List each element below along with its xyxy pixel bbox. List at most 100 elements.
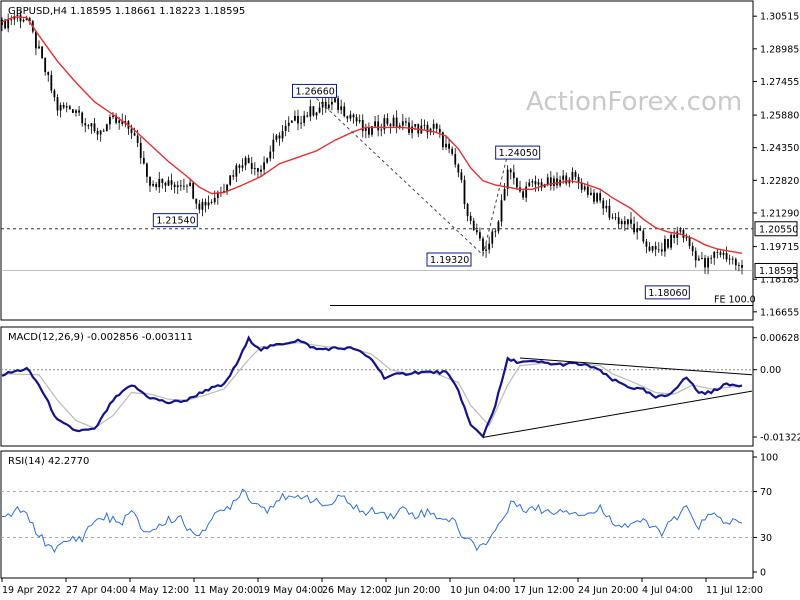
candle-body: [682, 229, 685, 238]
candle-body: [457, 164, 460, 173]
candle-body: [81, 112, 84, 124]
macd-trendline-lower: [482, 390, 753, 438]
price-annotation-box: [495, 145, 541, 160]
candle-body: [28, 18, 31, 22]
candle-body: [297, 115, 299, 124]
candle-body: [204, 201, 207, 206]
candle-body: [109, 117, 111, 125]
candle-body: [411, 126, 413, 133]
candle-body: [562, 175, 565, 180]
candle-body: [312, 106, 315, 116]
candle-body: [195, 198, 198, 204]
candle-body: [685, 237, 688, 239]
candle-body: [337, 98, 339, 110]
candle-body: [250, 163, 253, 169]
candle-body: [707, 257, 709, 268]
candle-body: [115, 115, 117, 123]
candle-body: [494, 231, 497, 233]
candle-body: [694, 251, 697, 261]
candle-body: [309, 106, 312, 117]
candle-body: [50, 75, 53, 91]
candle-body: [260, 169, 262, 172]
candle-body: [398, 125, 401, 127]
candle-body: [725, 253, 728, 260]
candle-body: [383, 118, 386, 130]
candle-body: [207, 202, 210, 206]
candle-body: [664, 239, 666, 252]
x-tick-label: 27 Apr 04:00: [66, 585, 128, 596]
candle-body: [22, 20, 25, 22]
candle-body: [438, 128, 441, 133]
candle-body: [651, 246, 654, 251]
rsi-y-ticks: 100 70 30 0: [753, 453, 778, 579]
candle-body: [278, 135, 281, 139]
candle-body: [374, 121, 376, 127]
candle-body: [84, 123, 87, 126]
candle-body: [303, 115, 306, 123]
candle-body: [466, 204, 469, 216]
candle-body: [226, 184, 228, 192]
price-y-tick-label: 1.16655: [760, 307, 799, 318]
candle-body: [130, 128, 133, 134]
candle-body: [741, 265, 743, 268]
candle-body: [522, 191, 524, 198]
candle-body: [41, 46, 43, 58]
candle-body: [630, 219, 632, 224]
candle-body: [238, 165, 241, 168]
candle-body: [648, 246, 651, 251]
candle-body: [463, 179, 466, 205]
candle-body: [16, 14, 19, 17]
candle-body: [1, 19, 3, 26]
price-y-tick-label: 1.25880: [760, 111, 799, 122]
x-tick-label: 2 Jun 20:00: [386, 585, 440, 596]
price-y-ticks: 1.30515 1.28985 1.27455 1.25880 1.24350 1.228…: [753, 12, 799, 318]
candle-body: [300, 122, 302, 124]
price-dashed-swing-lines: [316, 98, 509, 256]
candle-body: [688, 237, 691, 247]
candle-body: [642, 230, 645, 242]
candle-body: [586, 186, 589, 195]
candle-body: [710, 257, 713, 259]
candle-body: [401, 121, 404, 126]
candle-body: [445, 143, 447, 148]
candle-body: [645, 241, 648, 247]
candle-body: [90, 123, 93, 127]
candle-body: [679, 229, 682, 232]
candle-body: [241, 165, 244, 168]
candle-body: [611, 217, 614, 219]
candle-body: [176, 185, 179, 188]
candle-body: [133, 133, 136, 136]
candle-body: [102, 130, 105, 132]
candle-body: [549, 177, 552, 186]
macd-trendline-upper: [519, 357, 753, 376]
swing-dashed-line: [482, 153, 509, 256]
candle-body: [284, 125, 287, 131]
candle-body: [139, 142, 142, 158]
macd-panel-title: MACD(12,26,9) -0.002856 -0.003111: [8, 332, 193, 343]
candle-body: [691, 246, 694, 252]
candle-body: [713, 251, 716, 258]
candle-body: [673, 234, 676, 238]
candle-body: [38, 46, 40, 49]
candle-body: [734, 259, 737, 266]
candle-body: [10, 19, 13, 21]
candle-body: [608, 205, 611, 218]
candle-body: [657, 249, 660, 251]
candle-body: [229, 175, 232, 185]
candle-body: [371, 126, 373, 135]
price-moving-average-line: [1, 16, 743, 254]
candle-body: [614, 217, 617, 219]
candle-body: [516, 178, 518, 188]
price-y-tick-label: 1.19715: [760, 242, 799, 253]
candle-body: [491, 231, 494, 244]
candle-body: [340, 106, 343, 110]
candle-body: [318, 107, 321, 113]
candle-body: [537, 182, 540, 185]
candle-body: [368, 127, 370, 135]
price-y-tick-label: 1.21290: [760, 208, 799, 219]
price-y-tick-label: 1.18185: [760, 275, 799, 286]
candle-body: [93, 123, 96, 131]
candle-body: [623, 221, 626, 225]
rsi-panel-frame: [0, 450, 754, 579]
